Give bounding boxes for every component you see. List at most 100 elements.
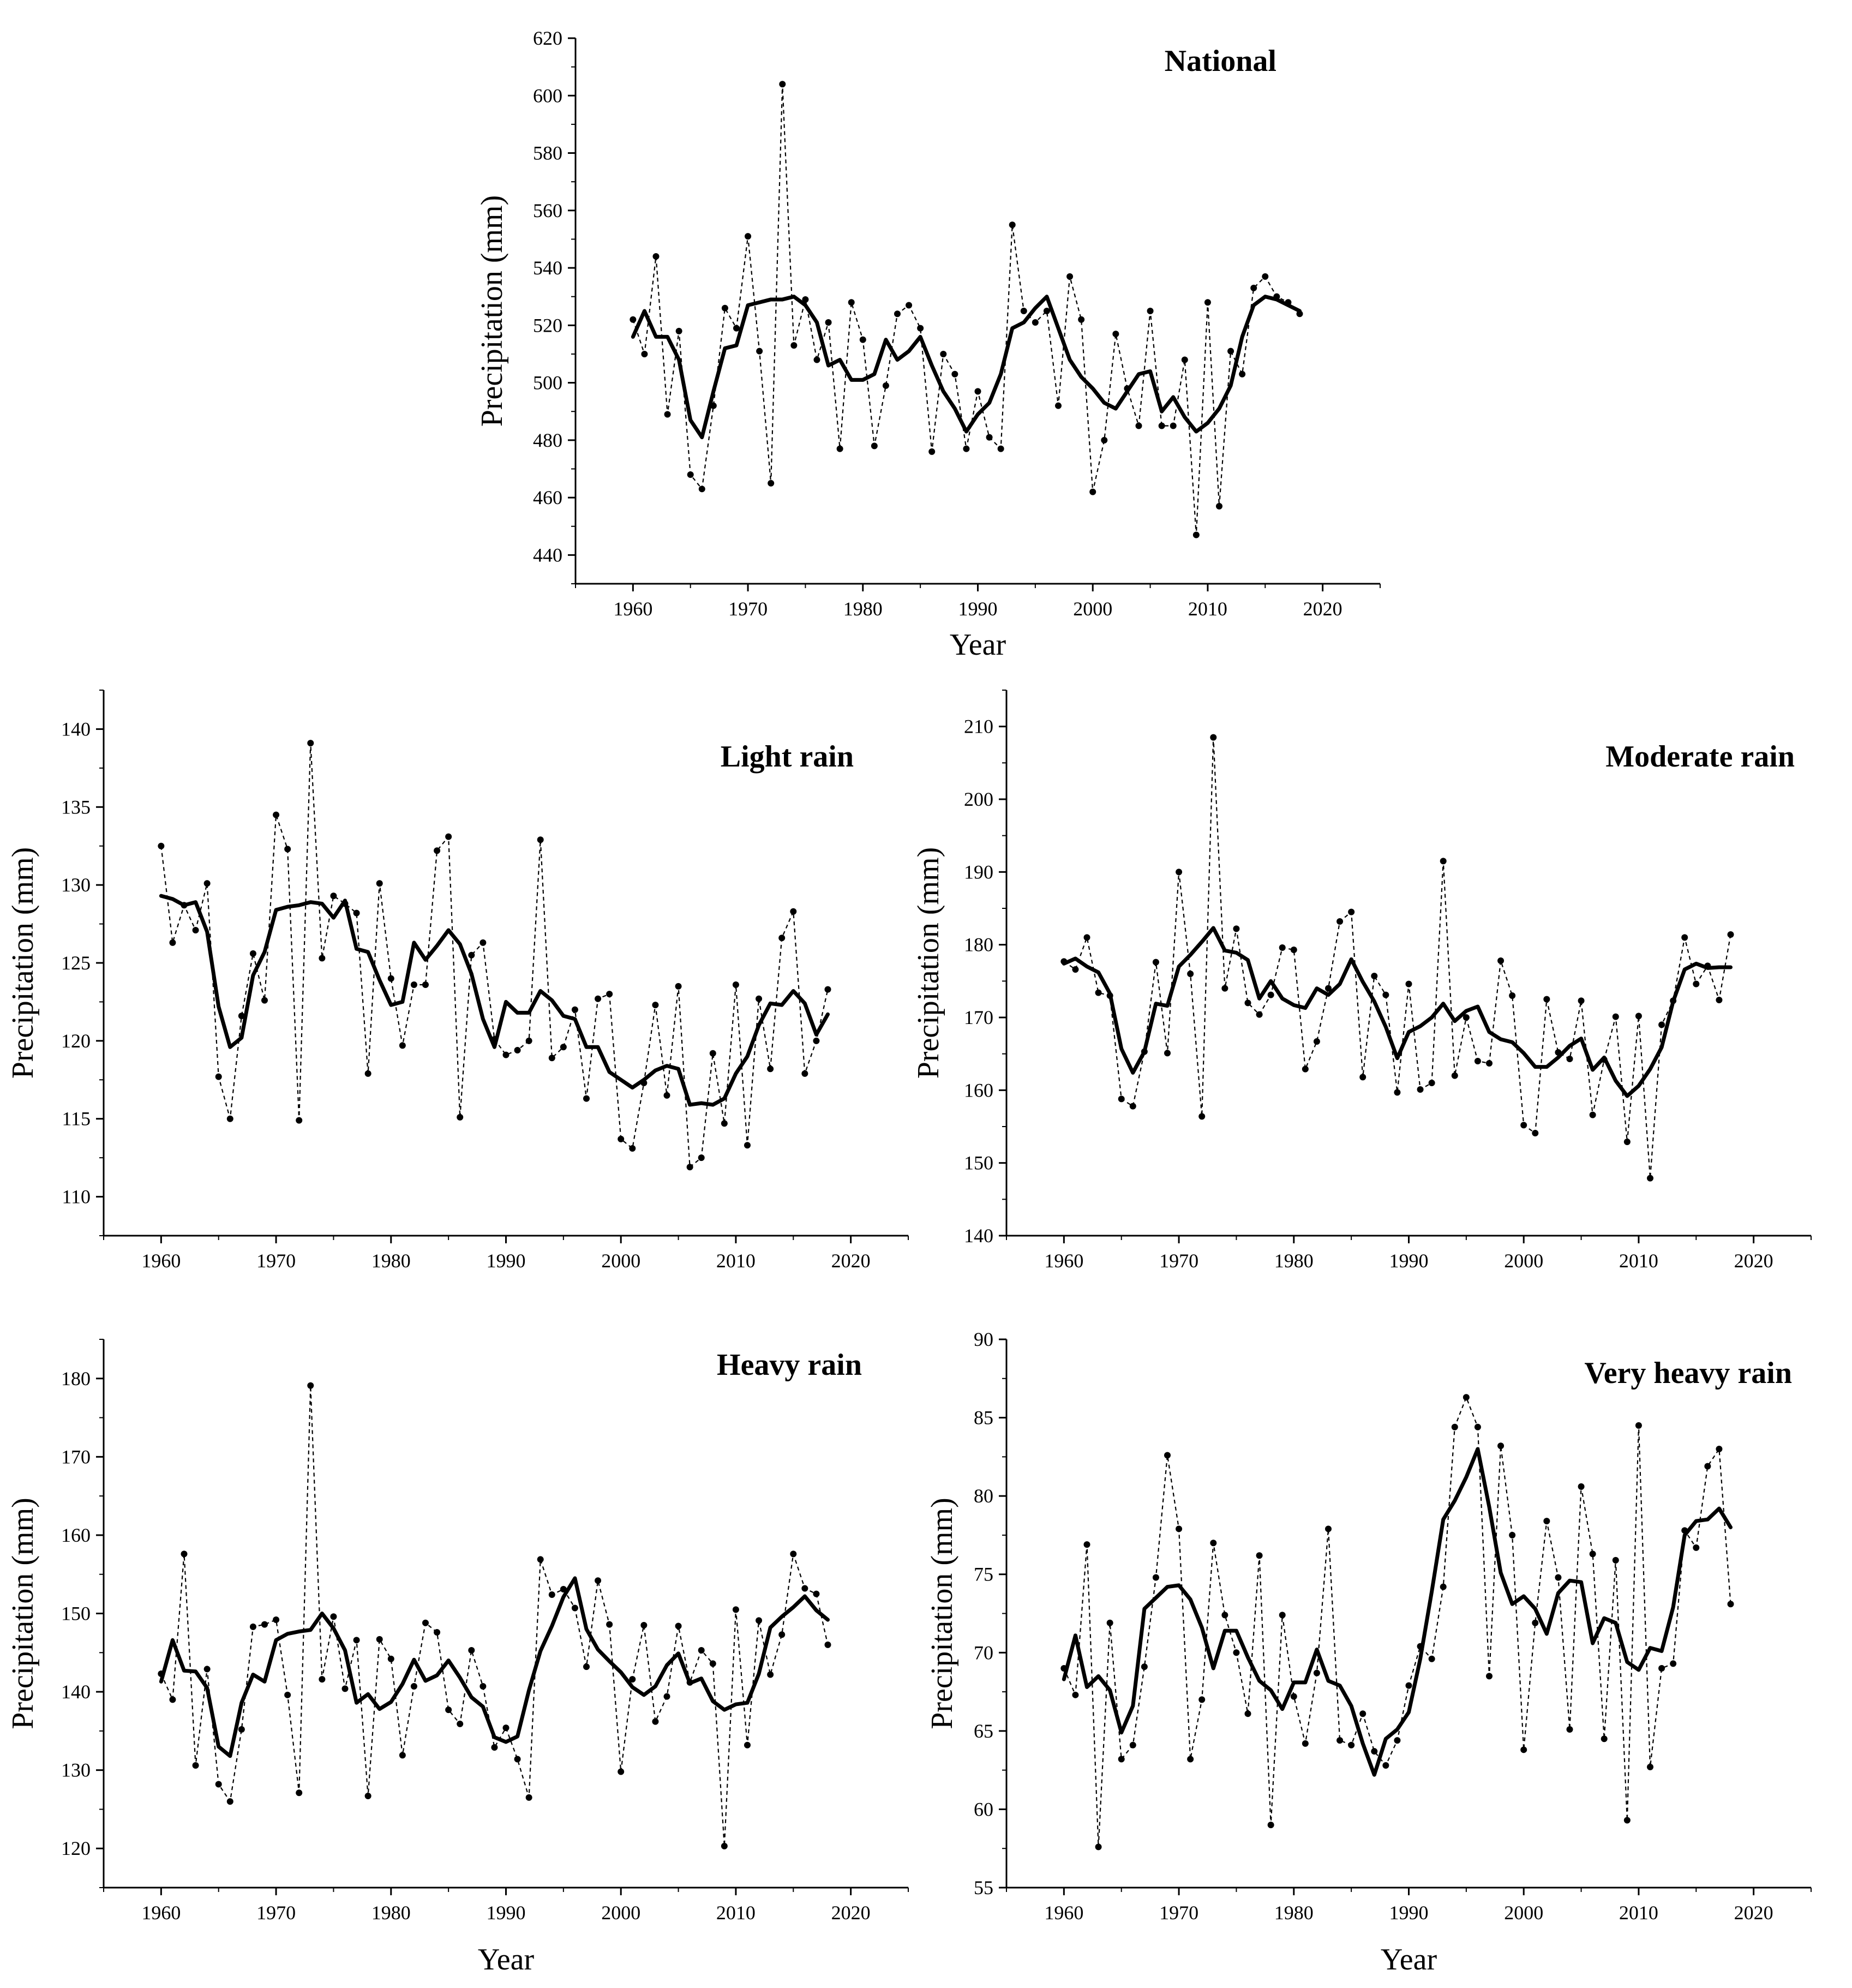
data-point (1532, 1130, 1539, 1136)
series-line-smoothed (159, 1576, 830, 1758)
data-point (1405, 1682, 1412, 1689)
data-point (917, 325, 924, 332)
x-tick-label: 1990 (487, 1902, 526, 1924)
data-point (606, 991, 613, 998)
data-point (1256, 1011, 1263, 1018)
data-point (1118, 1756, 1125, 1763)
x-tick-label: 2010 (1619, 1250, 1658, 1272)
data-point (181, 1550, 188, 1558)
y-tick-label: 440 (533, 544, 562, 566)
data-point (1233, 1649, 1240, 1656)
data-point (721, 304, 728, 312)
data-point (1543, 996, 1550, 1003)
data-point (1009, 221, 1016, 229)
data-point (330, 893, 337, 900)
y-tick-label: 540 (533, 257, 562, 279)
x-axis-label: Year (1381, 1943, 1437, 1977)
y-tick-label: 480 (533, 429, 562, 451)
x-tick-label: 2020 (1734, 1902, 1773, 1924)
data-point (1164, 1452, 1171, 1459)
data-point (514, 1047, 521, 1053)
y-tick-label: 160 (964, 1079, 993, 1101)
data-point (1313, 1669, 1320, 1676)
data-point (480, 1683, 487, 1690)
data-point (514, 1756, 521, 1763)
panel-national: 440 460 480 500 520 540 560 580 600 620 1960 1970 19… (475, 27, 1381, 662)
x-tick-label: 1960 (141, 1250, 181, 1272)
y-tick-label: 110 (62, 1186, 91, 1208)
data-point (571, 1604, 578, 1612)
data-point (1204, 299, 1211, 306)
data-point (1578, 1483, 1585, 1490)
data-point (364, 1793, 371, 1800)
data-point (698, 1646, 705, 1654)
data-point (480, 939, 487, 946)
data-point (824, 986, 831, 993)
data-point (698, 486, 705, 493)
data-point (732, 981, 739, 988)
data-point (848, 299, 855, 306)
x-tick-label: 1980 (843, 598, 883, 620)
data-point (595, 995, 602, 1002)
data-point (1704, 1463, 1711, 1470)
data-point (1509, 992, 1516, 999)
data-point (399, 1752, 406, 1759)
data-point (296, 1789, 303, 1797)
x-tick-label: 2010 (716, 1250, 756, 1272)
data-point (790, 1550, 797, 1558)
panel-heavy-rain: 120 130 140 150 160 170 180 1960 1970 1980 1990 200… (6, 1339, 909, 1977)
data-point (1451, 1423, 1458, 1430)
data-point (1612, 1013, 1619, 1020)
data-point (790, 342, 798, 349)
data-point (434, 847, 441, 854)
data-point (745, 233, 752, 240)
data-point (1428, 1655, 1435, 1662)
data-point (583, 1663, 590, 1670)
y-tick-label: 210 (964, 716, 993, 738)
data-point (1221, 985, 1228, 992)
data-point (502, 1051, 510, 1058)
data-point (1405, 980, 1412, 987)
panel-title: Light rain (721, 740, 854, 774)
series-line-annual (160, 1385, 829, 1846)
y-tick-label: 120 (61, 1030, 91, 1052)
data-point (1089, 488, 1096, 495)
data-point (675, 327, 682, 334)
x-tick-label: 1990 (1389, 1902, 1429, 1924)
panel-title: National (1165, 44, 1276, 78)
data-point (169, 939, 176, 946)
data-point (963, 445, 970, 452)
data-point (801, 1070, 808, 1077)
x-tick-label: 2020 (831, 1902, 871, 1924)
data-point (974, 388, 981, 395)
data-point (756, 1617, 763, 1624)
data-point (1440, 1583, 1447, 1590)
data-point (1106, 1619, 1113, 1626)
data-point (1141, 1663, 1148, 1670)
series-line-smoothed (631, 295, 1302, 440)
data-point (767, 1671, 774, 1678)
data-point (630, 316, 637, 323)
data-point (1359, 1074, 1366, 1081)
data-point (1158, 422, 1165, 429)
y-tick-label: 600 (533, 85, 562, 106)
data-point (1221, 1612, 1228, 1619)
data-point (1693, 1544, 1700, 1551)
data-point (779, 81, 786, 88)
data-point (1078, 316, 1085, 323)
data-point (1497, 957, 1505, 964)
data-point (1101, 436, 1108, 444)
data-point (548, 1055, 555, 1062)
data-point (1497, 1442, 1505, 1450)
y-axis-label: Precipitation (mm) (6, 847, 40, 1079)
y-tick-label: 60 (974, 1798, 993, 1820)
data-point (778, 1631, 786, 1638)
data-point (1267, 1822, 1274, 1829)
data-point (1290, 947, 1297, 953)
data-point (997, 445, 1004, 452)
data-point (261, 1621, 268, 1628)
data-point (1635, 1422, 1642, 1429)
y-tick-label: 85 (974, 1407, 993, 1429)
y-tick-label: 190 (964, 861, 993, 883)
